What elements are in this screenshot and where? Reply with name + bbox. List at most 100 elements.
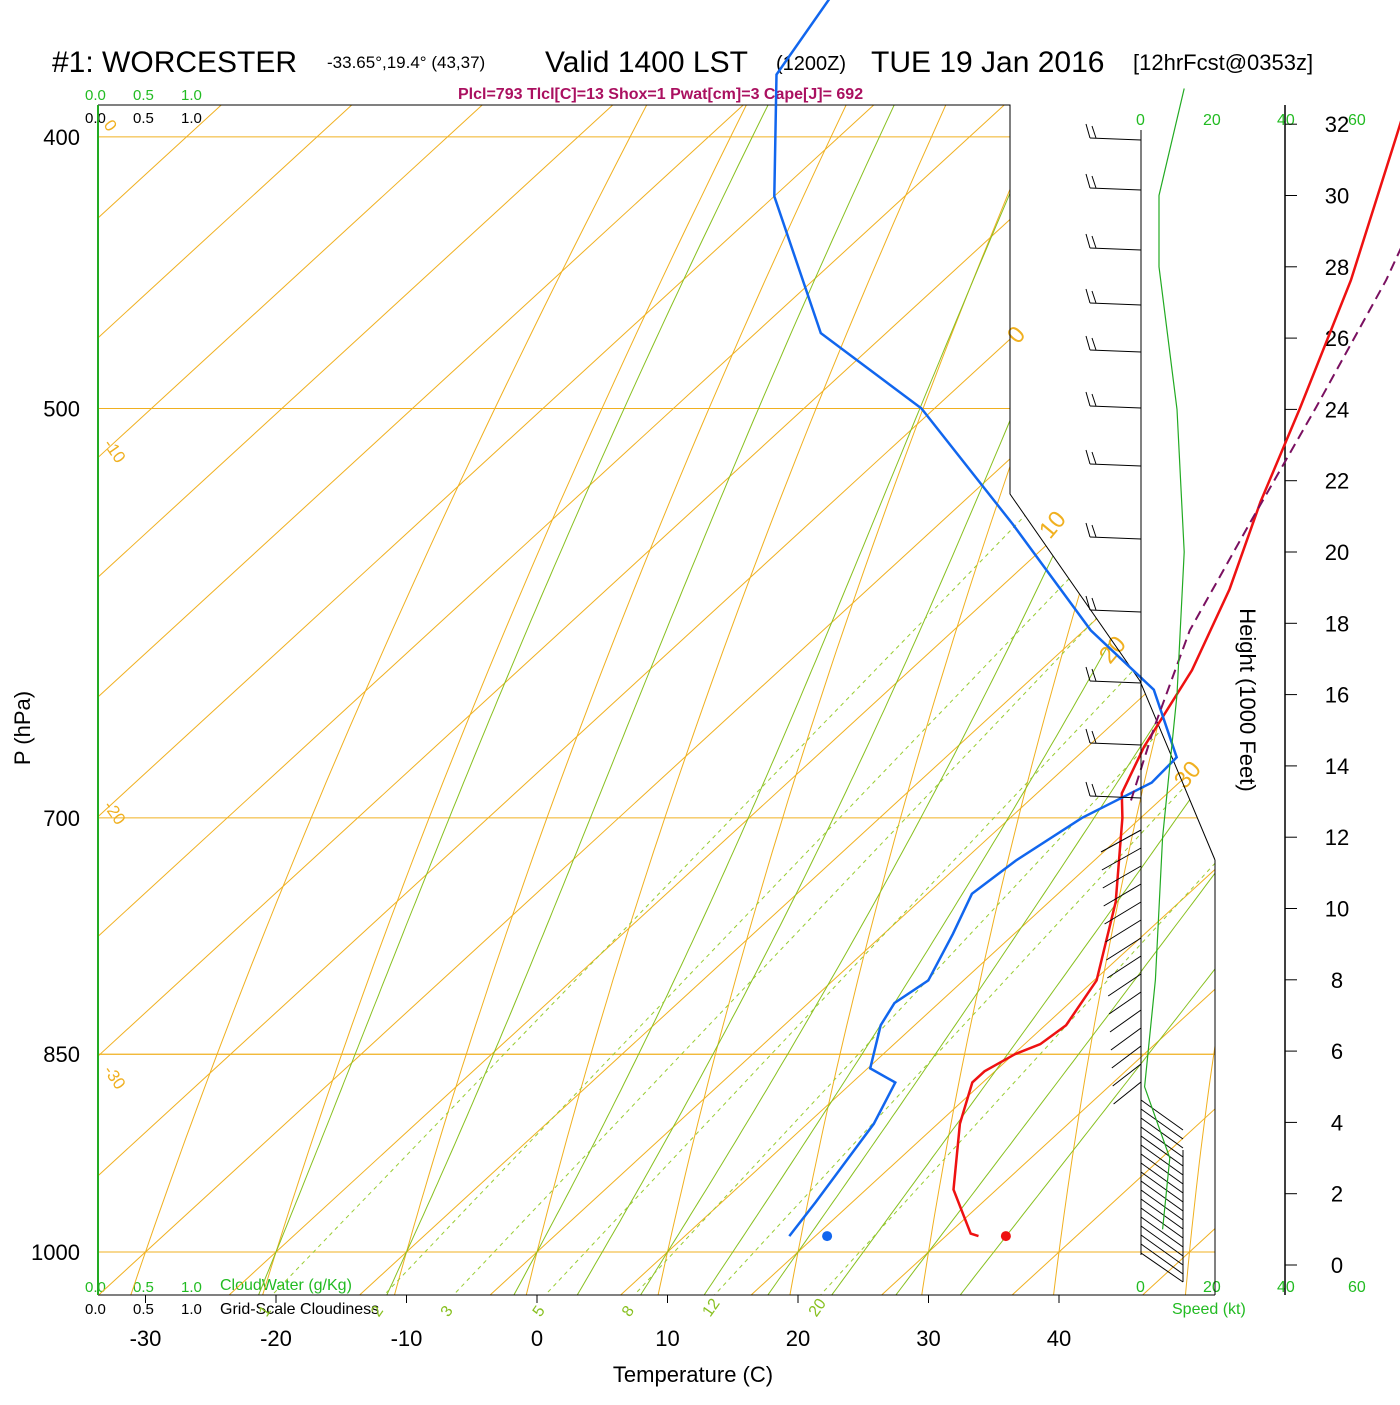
isotherm-line: [0, 0, 1236, 1368]
wind-barb-flag: [1086, 392, 1090, 406]
isotherm-line: [0, 0, 1400, 1368]
cloud-tick-top-green-0: 0.0: [85, 87, 106, 104]
wind-barb: [1141, 1154, 1183, 1184]
isotherm-label-right: 10: [1034, 506, 1072, 544]
wind-barb: [1109, 992, 1141, 1014]
height-tick-label: 6: [1331, 1039, 1343, 1064]
wind-barb: [1111, 1028, 1141, 1050]
wind-barb-flag: [1086, 450, 1090, 464]
isotherm-line: [0, 0, 1400, 1368]
wind-barb: [1112, 1046, 1141, 1068]
dry-adiabat-line: [643, 0, 1400, 1368]
x-tick-label: -10: [391, 1326, 423, 1351]
x-axis-title: Temperature (C): [613, 1362, 773, 1387]
wind-barb: [1090, 610, 1141, 612]
cloud-tick-bottom-green-0: 0.0: [85, 1279, 106, 1296]
wind-barb: [1090, 188, 1141, 190]
x-tick-label: 10: [655, 1326, 679, 1351]
isotherm-line: [802, 0, 1400, 1368]
dry-adiabat-line: [777, 0, 1400, 1368]
wind-barb: [1141, 1181, 1183, 1211]
cloud-tick-top-black-2: 1.0: [181, 110, 202, 127]
speed-label: Speed (kt): [1172, 1301, 1246, 1318]
moist-adiabat-line: [352, 0, 1318, 1368]
mixing-ratio-label: 8: [619, 1303, 638, 1320]
wind-barb: [1090, 406, 1141, 408]
height-tick-label: 18: [1325, 611, 1349, 636]
moist-adiabat-line: [534, 0, 1400, 1368]
grid-lines: [0, 0, 1400, 1368]
forecast-info: [12hrFcst@0353z]: [1133, 50, 1313, 75]
wind-barb: [1141, 1118, 1183, 1148]
height-tick-label: 0: [1331, 1253, 1343, 1278]
height-tick-label: 30: [1325, 184, 1349, 209]
wind-barb-flag: [1086, 782, 1090, 796]
p-tick-label: 1000: [31, 1240, 80, 1265]
wind-barb: [1107, 956, 1141, 978]
speed-tick-top-2: 40: [1277, 112, 1295, 129]
height-tick-label: 4: [1331, 1110, 1343, 1135]
wind-barb: [1106, 938, 1141, 960]
height-tick-label: 8: [1331, 968, 1343, 993]
x-tick-label: 40: [1047, 1326, 1071, 1351]
moist-adiabat-line: [594, 0, 1400, 1368]
wind-barb: [1090, 464, 1141, 466]
p-tick-label: 500: [43, 396, 80, 421]
valid-date: TUE 19 Jan 2016: [871, 46, 1104, 79]
wind-barb-flag: [1086, 336, 1090, 350]
isotherm-line: [1194, 0, 1400, 1368]
surface-temperature-dot: [1001, 1231, 1011, 1241]
station-title: #1: WORCESTER: [52, 46, 297, 79]
wind-barb: [1141, 1217, 1183, 1247]
wind-barb-flag: [1086, 174, 1090, 188]
wind-barb-flag: [1092, 598, 1096, 610]
x-tick-label: 30: [916, 1326, 940, 1351]
wind-barb: [1102, 848, 1141, 870]
mixing-ratio-label: 12: [699, 1296, 723, 1320]
wind-barb: [1090, 138, 1141, 140]
moist-adiabat-line: [716, 0, 1400, 1368]
wind-barb: [1090, 743, 1141, 745]
wind-barb: [1141, 1199, 1183, 1229]
y2-axis-title: Height (1000 Feet): [1235, 608, 1260, 791]
wind-barb: [1090, 303, 1141, 305]
wind-barb: [1141, 1127, 1183, 1157]
speed-tick-bottom-3: 60: [1348, 1279, 1366, 1296]
wind-barb-flag: [1092, 525, 1096, 537]
x-tick-label: -30: [130, 1326, 162, 1351]
wind-barb-flag: [1092, 126, 1096, 138]
wind-barb: [1090, 350, 1141, 352]
isotherm-line: [280, 0, 1400, 1368]
cloudiness-label: Grid-Scale Cloudiness: [220, 1301, 379, 1318]
wind-barb: [1090, 248, 1141, 250]
wind-barb-flag: [1092, 338, 1096, 350]
moist-adiabat-line: [778, 0, 1400, 1368]
mixing-ratio-line: [754, 137, 1400, 1368]
cloud-tick-bottom-black-0: 0.0: [85, 1301, 106, 1318]
wind-barb: [1113, 1064, 1141, 1086]
wind-barb: [1141, 1244, 1183, 1274]
wind-barb: [1141, 1172, 1183, 1202]
cloud-tick-bottom-green-1: 0.5: [133, 1279, 154, 1296]
isotherm-line: [0, 0, 1400, 1368]
wind-barb: [1090, 537, 1141, 539]
cloud-tick-top-green-2: 1.0: [181, 87, 202, 104]
wind-barb-flag: [1092, 394, 1096, 406]
cloud-tick-top-green-1: 0.5: [133, 87, 154, 104]
wind-barb-flag: [1086, 124, 1090, 138]
speed-tick-top-3: 60: [1348, 112, 1366, 129]
speed-tick-bottom-1: 20: [1203, 1279, 1221, 1296]
height-tick-label: 16: [1325, 683, 1349, 708]
speed-tick-top-1: 20: [1203, 112, 1221, 129]
isotherm-line: [0, 0, 1400, 1368]
height-tick-label: 22: [1325, 469, 1349, 494]
wind-barb: [1141, 1235, 1183, 1265]
wind-barb-flag: [1086, 234, 1090, 248]
wind-barb: [1141, 1136, 1183, 1166]
isotherm-line: [0, 0, 1367, 1368]
cloud-tick-bottom-black-2: 1.0: [181, 1301, 202, 1318]
moist-adiabat-line: [228, 0, 1213, 1368]
isotherm-label: -30: [100, 1062, 130, 1093]
